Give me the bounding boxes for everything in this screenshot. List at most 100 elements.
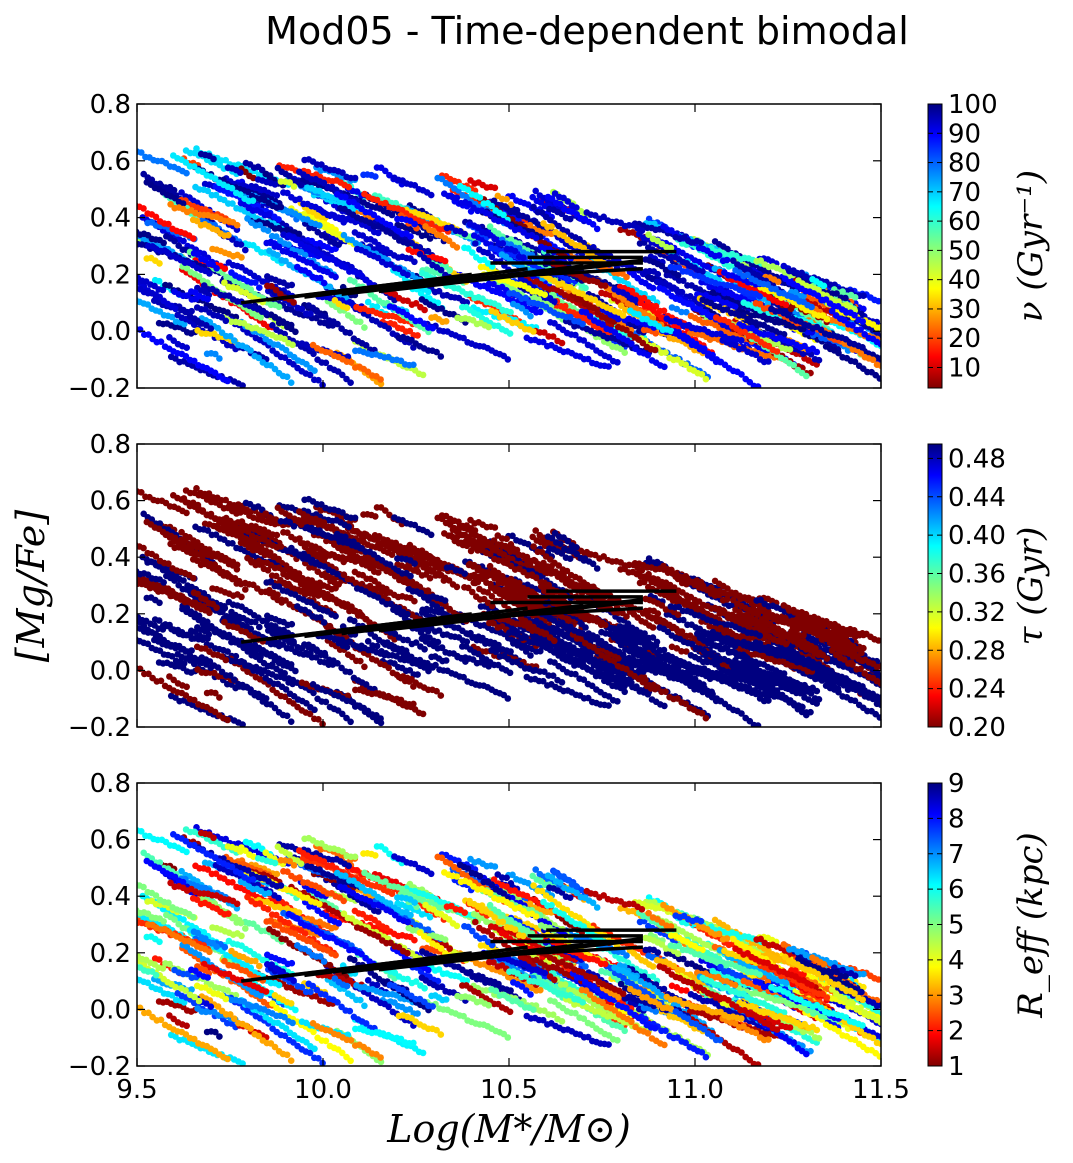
scatter-point [485, 323, 493, 331]
scatter-point [183, 344, 190, 352]
scatter-point [765, 268, 772, 276]
scatter-point [242, 246, 249, 254]
scatter-point [256, 221, 264, 229]
scatter-point [652, 330, 659, 337]
scatter-point [442, 318, 450, 325]
scatter-point [815, 356, 823, 364]
scatter-point [239, 382, 246, 388]
scatter-point [156, 260, 163, 267]
scatter-point [860, 292, 867, 300]
scatter-point [140, 205, 147, 212]
scatter-point [623, 273, 630, 281]
scatter-point [412, 300, 420, 307]
scatter-point [306, 371, 314, 379]
scatter-point [638, 227, 646, 234]
scatter-point [731, 303, 739, 311]
scatter-point [566, 215, 574, 223]
scatter-point [580, 337, 588, 344]
scatter-points [137, 145, 881, 388]
scatter-point [264, 227, 272, 234]
scatter-point [558, 339, 566, 347]
scatter-point [292, 328, 299, 336]
scatter-point [171, 194, 179, 202]
scatter-point [644, 351, 652, 359]
scatter-point [180, 237, 187, 245]
scatter-point [549, 333, 557, 340]
scatter-point [224, 377, 231, 385]
scatter-point [541, 329, 548, 336]
scatter-point [257, 314, 264, 321]
scatter-point [557, 200, 564, 208]
panel-nu: −0.20.00.20.40.60.8 10203040506070809010… [68, 90, 1051, 404]
scatter-point [382, 167, 389, 175]
scatter-point [682, 361, 689, 369]
scatter-point [275, 303, 283, 311]
scatter-point [238, 254, 245, 261]
scatter-point [678, 308, 685, 316]
scatter-point [859, 344, 866, 351]
scatter-point [509, 192, 516, 200]
scatter-point [645, 231, 652, 238]
scatter-point [315, 376, 322, 384]
scatter-point [168, 313, 176, 321]
scatter-point [322, 359, 330, 367]
scatter-point [214, 324, 222, 332]
scatter-point [225, 231, 232, 239]
scatter-point [752, 351, 760, 359]
scatter-point [339, 371, 346, 379]
scatter-point [271, 181, 279, 188]
scatter-point [222, 156, 229, 164]
scatter-point [421, 306, 428, 314]
scatter-point [180, 320, 188, 328]
scatter-point [572, 331, 579, 339]
scatter-point [756, 293, 763, 300]
scatter-point [373, 196, 381, 204]
scatter-point [499, 240, 507, 247]
scatter-point [537, 308, 544, 316]
scatter-point [507, 308, 514, 316]
scatter-point [273, 192, 281, 199]
scatter-point [207, 325, 215, 332]
scatter-point [255, 354, 262, 362]
scatter-point [188, 307, 195, 315]
scatter-point [404, 240, 412, 247]
scatter-point [229, 200, 236, 207]
scatter-point [301, 251, 309, 259]
scatter-point [216, 355, 223, 362]
scatter-point [281, 354, 289, 362]
scatter-point [792, 288, 799, 296]
scatter-point [673, 305, 681, 313]
scatter-point [233, 221, 241, 229]
scatter-point [334, 320, 341, 328]
scatter-point [326, 283, 334, 291]
scatter-point [152, 293, 160, 301]
scatter-point [190, 235, 197, 242]
scatter-point [588, 343, 596, 350]
scatter-point [335, 241, 343, 248]
scatter-point [738, 337, 745, 344]
scatter-point [160, 239, 167, 247]
scatter-point [271, 365, 279, 373]
scatter-point [191, 357, 198, 365]
chart-title: Mod05 - Time-dependent bimodal [265, 9, 909, 53]
scatter-point [621, 349, 628, 357]
scatter-point [511, 247, 519, 255]
scatter-point [159, 286, 167, 294]
scatter-point [414, 332, 421, 339]
scatter-point [290, 361, 297, 368]
scatter-point [419, 371, 427, 379]
scatter-point [194, 251, 202, 258]
scatter-point [357, 318, 364, 326]
scatter-point [757, 257, 764, 264]
scatter-point [167, 201, 174, 208]
scatter-point [247, 286, 255, 293]
scatter-point [346, 329, 354, 337]
scatter-point [171, 237, 178, 245]
scatter-point [295, 230, 303, 238]
scatter-point [579, 320, 586, 328]
scatter-point [344, 353, 352, 361]
scatter-point [453, 194, 461, 202]
scatter-point [347, 379, 354, 387]
scatter-point [311, 367, 318, 375]
